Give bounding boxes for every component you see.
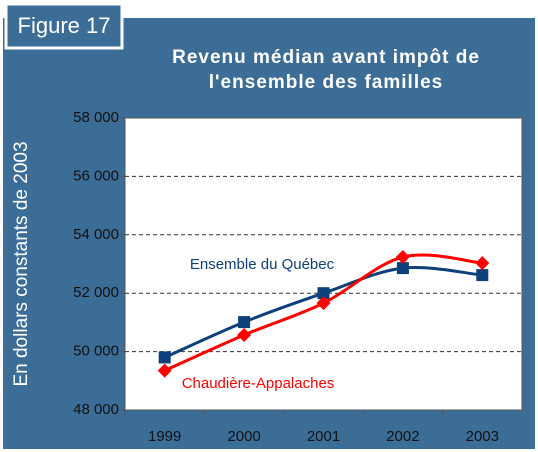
marker [317,287,330,300]
x-tick-label: 2002 [386,428,419,445]
y-axis-title: En dollars constants de 2003 [11,141,32,386]
marker [158,351,171,364]
marker [476,269,489,282]
x-tick-label: 2000 [227,428,260,445]
y-tick-label: 56 000 [73,167,119,184]
series-label: Chaudière-Appalaches [182,375,335,392]
y-tick-label: 50 000 [73,343,119,360]
figure-tag [4,2,124,50]
y-tick-label: 48 000 [73,401,119,418]
figure-label: Figure 17 [18,13,111,38]
marker [238,316,251,329]
marker [396,262,409,275]
chart-title: l'ensemble des familles [209,72,444,93]
y-tick-label: 58 000 [73,109,119,126]
series-label: Ensemble du Québec [190,256,335,273]
chart-title: Revenu médian avant impôt de [172,47,480,68]
marker [237,327,252,342]
plot-area [124,117,523,411]
marker [475,256,490,271]
x-tick-label: 2003 [466,428,499,445]
marker [157,363,172,378]
y-tick-label: 54 000 [73,226,119,243]
x-tick-label: 1999 [148,428,181,445]
x-tick-label: 2001 [307,428,340,445]
marker [395,249,410,264]
marker [316,296,331,311]
y-tick-label: 52 000 [73,284,119,301]
